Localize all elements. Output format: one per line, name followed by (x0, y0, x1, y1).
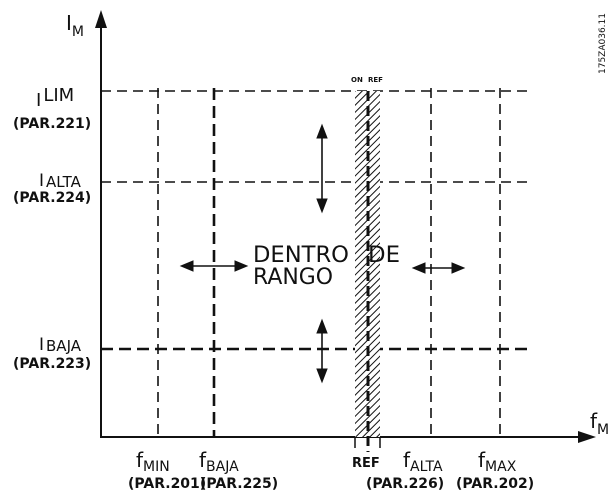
falta-par: (PAR.226) (366, 476, 444, 492)
fmin-label: fMIN (136, 448, 170, 475)
fmax-par: (PAR.202) (456, 476, 534, 492)
right-horizontal-double-arrow (411, 262, 466, 274)
ref-band-ref-label: REF (368, 76, 383, 84)
ialta-par: (PAR.224) (13, 190, 91, 206)
ref-label: REF (352, 456, 380, 471)
x-axis-label: fM (590, 409, 609, 438)
left-horizontal-double-arrow (179, 260, 249, 272)
upper-vertical-double-arrow (316, 123, 328, 214)
lower-vertical-double-arrow (316, 318, 328, 384)
region-line2: RANGO (253, 265, 333, 290)
ibaja-label: I BAJA (39, 335, 82, 355)
region-line1: DENTRO (253, 243, 349, 268)
figure-code: 175ZA036.11 (598, 13, 608, 74)
x-axis-arrow (578, 431, 596, 443)
y-axis-label: IM (66, 11, 84, 40)
ilim-label: I LIM (36, 85, 74, 111)
fbaja-label: fBAJA (199, 448, 239, 475)
ibaja-par: (PAR.223) (13, 356, 91, 372)
ialta-label: I ALTA (39, 171, 82, 191)
region-connector: DE (368, 243, 400, 268)
falta-label: fALTA (403, 448, 443, 475)
fmin-par: (PAR.201) (128, 476, 206, 492)
y-axis-arrow (95, 10, 107, 28)
ref-band-on-label: ON (351, 76, 363, 84)
fmax-label: fMAX (478, 448, 517, 475)
ilim-par: (PAR.221) (13, 116, 91, 132)
fbaja-par: (PAR.225) (200, 476, 278, 492)
